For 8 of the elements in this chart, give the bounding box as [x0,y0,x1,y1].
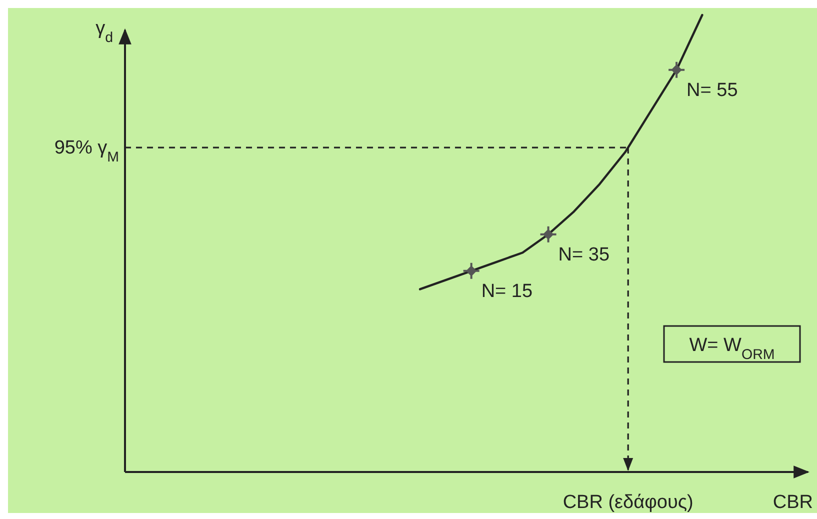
annotation: W= W$_{ORM}$ [689,335,775,363]
x-axis-title: CBR [772,492,813,513]
y-axis-title: γ$_{d}$ [96,18,113,46]
ref-line-label: 95% γ$_{M}$ [54,138,119,166]
annotation: N= 35 [558,244,610,266]
text: CBR (εδάφους) [562,492,694,513]
annotation: N= 15 [481,280,533,302]
annotation: N= 55 [686,80,738,101]
